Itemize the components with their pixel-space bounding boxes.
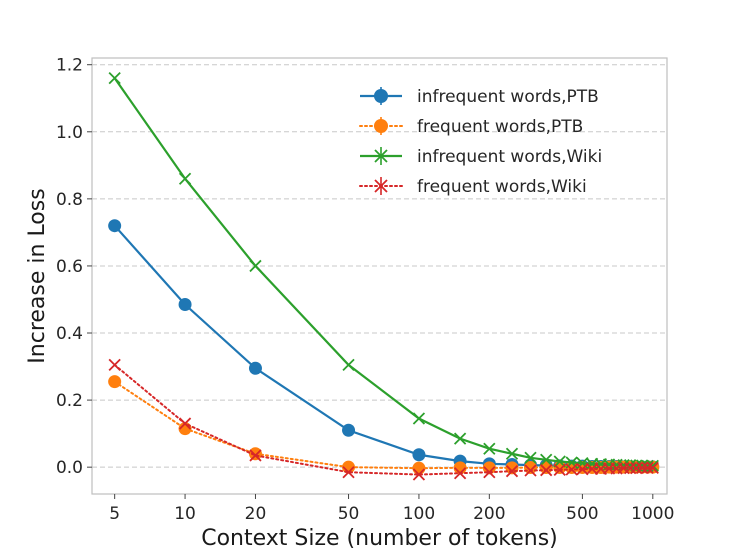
data-point [178, 298, 192, 312]
x-tick-label: 200 [473, 504, 505, 524]
legend-item: frequent words,PTB [359, 117, 583, 137]
data-point [482, 461, 496, 475]
plot-frame [91, 57, 668, 495]
data-point [565, 463, 578, 476]
data-point [412, 468, 426, 481]
y-tick-label: 1.2 [56, 56, 83, 76]
data-point [585, 462, 599, 475]
x-tick-label: 100 [403, 504, 435, 524]
data-point [178, 417, 192, 430]
legend-marker [374, 89, 388, 103]
legend-marker [374, 119, 388, 133]
y-tick-label: 0.6 [56, 257, 83, 277]
data-point [565, 461, 579, 475]
data-point [248, 361, 262, 375]
data-point [412, 448, 426, 462]
data-point [342, 423, 356, 437]
data-point [178, 172, 192, 185]
data-point [412, 412, 426, 425]
x-axis-label: Context Size (number of tokens) [201, 526, 558, 551]
data-point [540, 464, 553, 477]
x-tick-label: 1000 [631, 504, 674, 524]
data-point [635, 461, 649, 474]
data-point [553, 463, 566, 476]
data-point [453, 432, 467, 445]
x-tick-label: 5 [109, 504, 120, 524]
y-tick-label: 1.0 [56, 123, 83, 143]
x-axis-ticks: 5 10 20 50 100 200 500 1000 [109, 494, 674, 524]
y-tick-label: 0.0 [56, 458, 83, 478]
legend-item: infrequent words,Wiki [360, 147, 602, 167]
y-tick-label: 0.2 [56, 391, 83, 411]
data-point [540, 453, 553, 466]
data-point [108, 71, 121, 85]
legend-marker [374, 149, 388, 163]
series-line [113, 380, 654, 470]
data-point [453, 467, 467, 480]
y-tick-label: 0.8 [56, 190, 83, 210]
data-point [646, 461, 659, 474]
data-point [108, 358, 121, 372]
data-point [641, 461, 654, 474]
legend-label: frequent words,Wiki [417, 177, 587, 197]
y-tick-label: 0.4 [56, 324, 83, 344]
series-4 [108, 358, 659, 481]
data-point [539, 461, 553, 475]
y-axis-label: Increase in Loss [25, 188, 50, 363]
series-layer [108, 71, 660, 481]
data-point [248, 447, 262, 461]
legend-item: infrequent words,PTB [360, 87, 599, 107]
data-point [249, 259, 262, 273]
series-1 [108, 219, 660, 474]
data-point [483, 442, 496, 455]
data-point [553, 461, 567, 475]
data-point [342, 460, 356, 474]
data-point [576, 457, 589, 470]
legend-item: frequent words,Wiki [359, 177, 587, 197]
data-point [342, 358, 355, 372]
legend-label: frequent words,PTB [417, 117, 583, 137]
data-point [108, 219, 122, 233]
x-tick-label: 500 [566, 504, 598, 524]
x-tick-label: 50 [338, 504, 360, 524]
legend-label: infrequent words,PTB [417, 87, 599, 107]
series-2 [108, 375, 660, 475]
x-tick-label: 10 [174, 504, 196, 524]
data-point [483, 466, 496, 479]
legend-marker [374, 179, 388, 193]
data-point [412, 461, 426, 475]
data-point [576, 463, 589, 476]
series-line [113, 363, 654, 476]
data-point [524, 451, 537, 464]
data-point [108, 375, 122, 389]
data-point [505, 465, 519, 478]
data-point [249, 449, 262, 462]
x-tick-label: 20 [245, 504, 267, 524]
data-point [342, 466, 355, 479]
legend: infrequent words,PTB frequent words,PTB in… [359, 87, 602, 197]
series-line [113, 224, 653, 468]
legend-label: infrequent words,Wiki [417, 147, 602, 167]
data-point [524, 464, 537, 477]
data-point [505, 447, 519, 460]
y-axis-ticks: 0.0 0.2 0.4 0.6 0.8 1.0 1.2 [56, 56, 92, 478]
